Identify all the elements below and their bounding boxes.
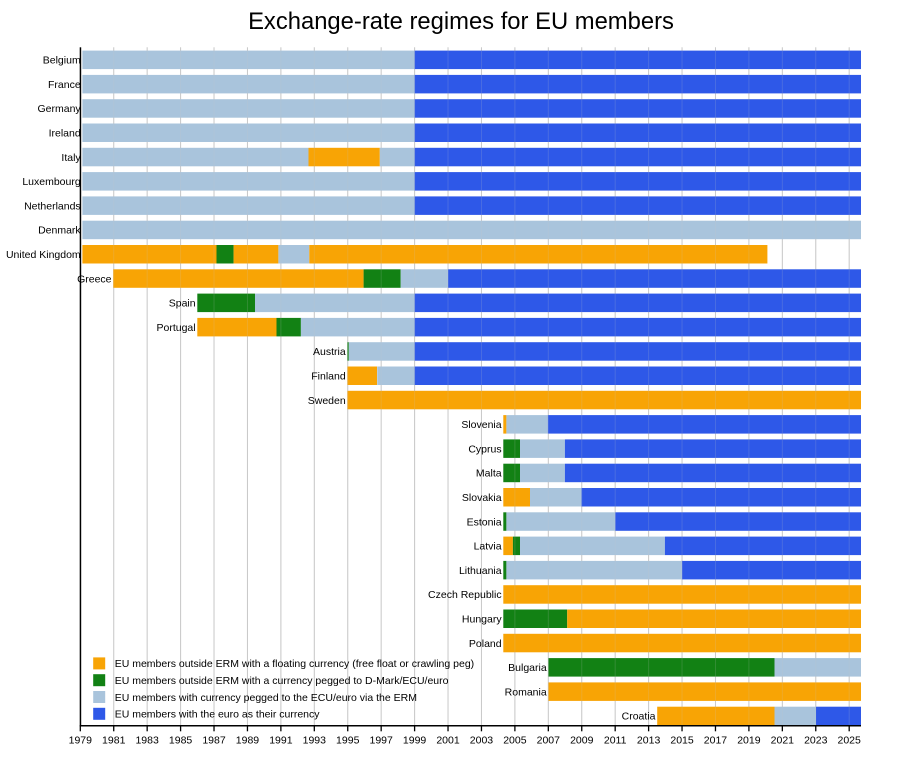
svg-text:1985: 1985 (169, 735, 193, 747)
svg-text:2003: 2003 (470, 735, 494, 747)
svg-text:1981: 1981 (102, 735, 126, 747)
svg-text:EU members outside ERM with a: EU members outside ERM with a floating c… (115, 658, 474, 670)
svg-text:Italy: Italy (61, 152, 81, 164)
svg-text:2001: 2001 (436, 735, 460, 747)
svg-text:Slovenia: Slovenia (461, 419, 501, 431)
svg-text:Finland: Finland (311, 371, 346, 383)
svg-text:Czech Republic: Czech Republic (428, 589, 502, 601)
svg-text:Romania: Romania (505, 686, 547, 698)
svg-text:Bulgaria: Bulgaria (508, 662, 547, 674)
svg-text:Slovakia: Slovakia (462, 492, 502, 504)
svg-text:1983: 1983 (135, 735, 159, 747)
svg-text:EU members outside ERM with a: EU members outside ERM with a currency p… (115, 675, 449, 687)
svg-text:Austria: Austria (313, 346, 346, 358)
svg-text:France: France (48, 79, 81, 91)
svg-text:2007: 2007 (537, 735, 561, 747)
svg-text:1987: 1987 (202, 735, 226, 747)
svg-text:1999: 1999 (403, 735, 427, 747)
svg-text:Germany: Germany (38, 103, 82, 115)
svg-text:Cyprus: Cyprus (468, 443, 501, 455)
svg-text:2005: 2005 (503, 735, 527, 747)
svg-text:2017: 2017 (704, 735, 728, 747)
svg-text:2019: 2019 (737, 735, 761, 747)
svg-text:EU members with the euro as th: EU members with the euro as their curren… (115, 709, 321, 721)
svg-text:Portugal: Portugal (157, 322, 196, 334)
svg-text:1993: 1993 (303, 735, 327, 747)
svg-text:Exchange-rate regimes for EU m: Exchange-rate regimes for EU members (248, 8, 674, 35)
svg-text:1979: 1979 (69, 735, 93, 747)
svg-text:2009: 2009 (570, 735, 594, 747)
svg-text:2015: 2015 (670, 735, 694, 747)
svg-text:Latvia: Latvia (474, 541, 502, 553)
svg-text:Hungary: Hungary (462, 614, 502, 626)
svg-text:2011: 2011 (604, 735, 627, 747)
svg-text:Greece: Greece (77, 273, 112, 285)
svg-text:2025: 2025 (838, 735, 862, 747)
svg-text:1991: 1991 (269, 735, 293, 747)
svg-text:Lithuania: Lithuania (459, 565, 502, 577)
svg-text:Luxembourg: Luxembourg (22, 176, 81, 188)
svg-text:Denmark: Denmark (38, 225, 81, 237)
svg-text:Ireland: Ireland (49, 128, 81, 140)
svg-text:Poland: Poland (469, 638, 502, 650)
svg-text:1997: 1997 (369, 735, 393, 747)
svg-text:United Kingdom: United Kingdom (6, 249, 81, 261)
svg-text:Spain: Spain (169, 298, 196, 310)
svg-text:Netherlands: Netherlands (24, 200, 81, 212)
svg-text:Croatia: Croatia (622, 711, 656, 723)
svg-text:2023: 2023 (804, 735, 828, 747)
svg-text:2021: 2021 (771, 735, 795, 747)
svg-text:Estonia: Estonia (467, 516, 502, 528)
svg-text:1989: 1989 (236, 735, 260, 747)
svg-text:Sweden: Sweden (308, 395, 346, 407)
svg-text:Belgium: Belgium (43, 55, 81, 67)
svg-text:2013: 2013 (637, 735, 661, 747)
svg-text:1995: 1995 (336, 735, 360, 747)
svg-text:EU members with currency pegge: EU members with currency pegged to the E… (115, 692, 417, 704)
svg-text:Malta: Malta (476, 468, 502, 480)
